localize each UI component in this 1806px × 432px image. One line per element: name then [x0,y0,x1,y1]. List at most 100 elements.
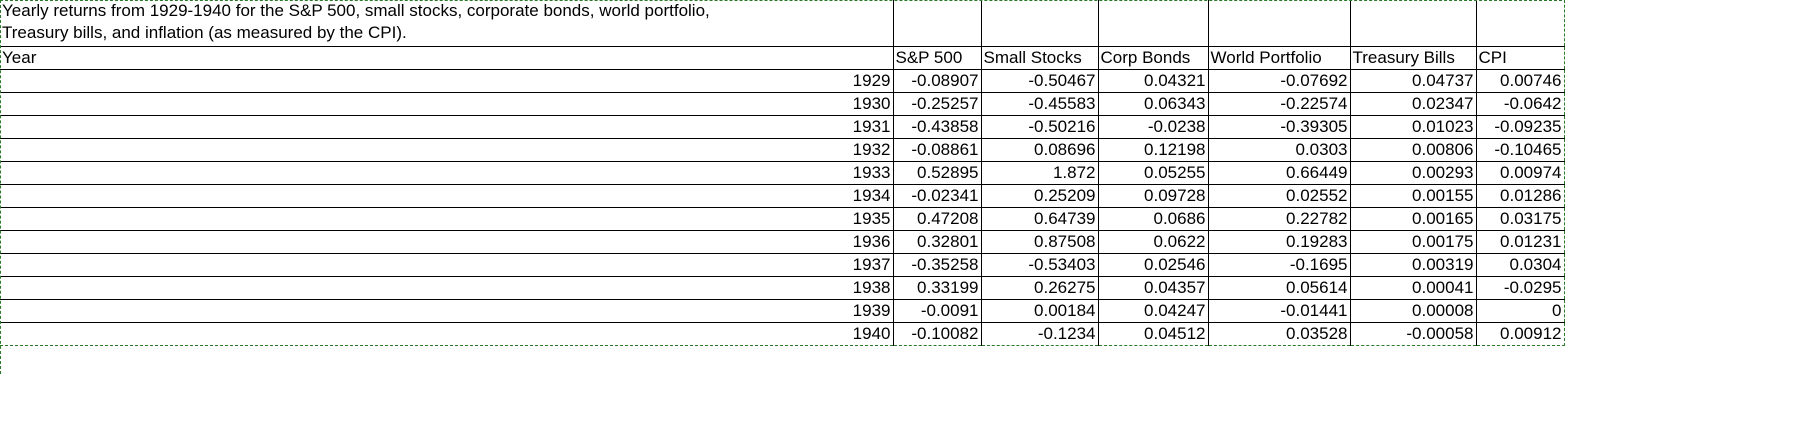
cell-treasury-bills[interactable]: 0.00165 [1349,206,1476,230]
cell-world-portfolio[interactable]: 0.05614 [1207,275,1350,299]
cell-world-portfolio[interactable]: 0.0303 [1207,137,1350,161]
cell-small-stocks[interactable]: 1.872 [980,160,1098,184]
header-cell-sp500[interactable]: S&P 500 [892,45,981,69]
cell-world-portfolio[interactable]: 0.03528 [1207,321,1350,346]
cell-cpi[interactable]: 0.01286 [1475,183,1565,207]
cell-world-portfolio[interactable]: 0.22782 [1207,206,1350,230]
cell-sp500[interactable]: 0.33199 [892,275,981,299]
selection-border-left [0,0,1,374]
cell-cpi[interactable]: -0.10465 [1475,137,1565,161]
cell-sp500[interactable]: 0.47208 [892,206,981,230]
cell-year[interactable]: 1934 [0,183,893,207]
cell-year[interactable]: 1938 [0,275,893,299]
cell-corp-bonds[interactable]: 0.04357 [1097,275,1208,299]
cell-sp500[interactable]: -0.0091 [892,298,981,322]
empty-cell[interactable] [1097,0,1208,46]
cell-year[interactable]: 1929 [0,68,893,92]
cell-year[interactable]: 1936 [0,229,893,253]
cell-world-portfolio[interactable]: 0.02552 [1207,183,1350,207]
cell-corp-bonds[interactable]: 0.09728 [1097,183,1208,207]
cell-treasury-bills[interactable]: 0.00008 [1349,298,1476,322]
cell-world-portfolio[interactable]: 0.19283 [1207,229,1350,253]
cell-small-stocks[interactable]: -0.50467 [980,68,1098,92]
cell-corp-bonds[interactable]: 0.0622 [1097,229,1208,253]
cell-treasury-bills[interactable]: 0.00806 [1349,137,1476,161]
cell-sp500[interactable]: -0.02341 [892,183,981,207]
cell-small-stocks[interactable]: -0.50216 [980,114,1098,138]
cell-small-stocks[interactable]: 0.26275 [980,275,1098,299]
cell-year[interactable]: 1937 [0,252,893,276]
empty-cell[interactable] [1207,0,1350,46]
cell-small-stocks[interactable]: 0.25209 [980,183,1098,207]
cell-treasury-bills[interactable]: 0.00293 [1349,160,1476,184]
cell-small-stocks[interactable]: -0.45583 [980,91,1098,115]
header-cell-world-portfolio[interactable]: World Portfolio [1207,45,1350,69]
cell-corp-bonds[interactable]: 0.0686 [1097,206,1208,230]
cell-small-stocks[interactable]: 0.08696 [980,137,1098,161]
cell-cpi[interactable]: 0.03175 [1475,206,1565,230]
cell-sp500[interactable]: -0.35258 [892,252,981,276]
title-cell[interactable]: Yearly returns from 1929-1940 for the S&… [0,0,893,46]
cell-year[interactable]: 1931 [0,114,893,138]
cell-cpi[interactable]: -0.0295 [1475,275,1565,299]
cell-sp500[interactable]: -0.10082 [892,321,981,346]
table-row: 1929 -0.08907 -0.50467 0.04321 -0.07692 0.047… [0,68,1565,92]
cell-year[interactable]: 1935 [0,206,893,230]
empty-cell[interactable] [892,0,981,46]
cell-world-portfolio[interactable]: -0.39305 [1207,114,1350,138]
cell-cpi[interactable]: 0.00746 [1475,68,1565,92]
cell-corp-bonds[interactable]: 0.04321 [1097,68,1208,92]
cell-cpi[interactable]: 0.00974 [1475,160,1565,184]
cell-corp-bonds[interactable]: 0.04247 [1097,298,1208,322]
cell-world-portfolio[interactable]: 0.66449 [1207,160,1350,184]
cell-treasury-bills[interactable]: 0.00319 [1349,252,1476,276]
cell-cpi[interactable]: -0.09235 [1475,114,1565,138]
cell-year[interactable]: 1939 [0,298,893,322]
cell-small-stocks[interactable]: 0.00184 [980,298,1098,322]
header-cell-cpi[interactable]: CPI [1475,45,1565,69]
cell-small-stocks[interactable]: -0.53403 [980,252,1098,276]
header-cell-small-stocks[interactable]: Small Stocks [980,45,1098,69]
empty-cell[interactable] [1475,0,1565,46]
cell-treasury-bills[interactable]: 0.00155 [1349,183,1476,207]
cell-cpi[interactable]: 0.0304 [1475,252,1565,276]
cell-small-stocks[interactable]: 0.64739 [980,206,1098,230]
cell-cpi[interactable]: 0 [1475,298,1565,322]
cell-world-portfolio[interactable]: -0.22574 [1207,91,1350,115]
cell-treasury-bills[interactable]: 0.04737 [1349,68,1476,92]
cell-treasury-bills[interactable]: 0.00175 [1349,229,1476,253]
cell-cpi[interactable]: 0.01231 [1475,229,1565,253]
cell-corp-bonds[interactable]: 0.12198 [1097,137,1208,161]
cell-cpi[interactable]: -0.0642 [1475,91,1565,115]
cell-sp500[interactable]: -0.43858 [892,114,981,138]
cell-treasury-bills[interactable]: -0.00058 [1349,321,1476,346]
cell-world-portfolio[interactable]: -0.01441 [1207,298,1350,322]
cell-treasury-bills[interactable]: 0.00041 [1349,275,1476,299]
empty-cell[interactable] [1349,0,1476,46]
header-cell-treasury-bills[interactable]: Treasury Bills [1349,45,1476,69]
cell-corp-bonds[interactable]: -0.0238 [1097,114,1208,138]
cell-sp500[interactable]: 0.32801 [892,229,981,253]
header-cell-corp-bonds[interactable]: Corp Bonds [1097,45,1208,69]
cell-sp500[interactable]: -0.08907 [892,68,981,92]
cell-sp500[interactable]: 0.52895 [892,160,981,184]
cell-treasury-bills[interactable]: 0.01023 [1349,114,1476,138]
cell-treasury-bills[interactable]: 0.02347 [1349,91,1476,115]
cell-small-stocks[interactable]: 0.87508 [980,229,1098,253]
header-cell-year[interactable]: Year [0,45,893,69]
cell-corp-bonds[interactable]: 0.05255 [1097,160,1208,184]
cell-world-portfolio[interactable]: -0.1695 [1207,252,1350,276]
cell-world-portfolio[interactable]: -0.07692 [1207,68,1350,92]
cell-sp500[interactable]: -0.08861 [892,137,981,161]
cell-year[interactable]: 1940 [0,321,893,346]
cell-corp-bonds[interactable]: 0.04512 [1097,321,1208,346]
cell-small-stocks[interactable]: -0.1234 [980,321,1098,346]
cell-cpi[interactable]: 0.00912 [1475,321,1565,346]
cell-year[interactable]: 1930 [0,91,893,115]
cell-year[interactable]: 1932 [0,137,893,161]
cell-year[interactable]: 1933 [0,160,893,184]
cell-sp500[interactable]: -0.25257 [892,91,981,115]
cell-corp-bonds[interactable]: 0.06343 [1097,91,1208,115]
cell-corp-bonds[interactable]: 0.02546 [1097,252,1208,276]
empty-cell[interactable] [980,0,1098,46]
